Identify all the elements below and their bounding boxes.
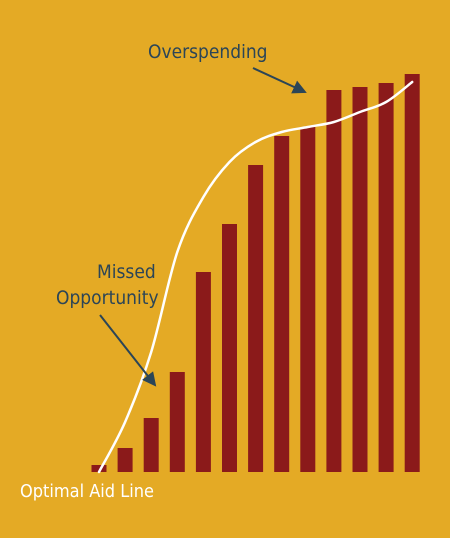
annotation-missed-line-2: Opportunity: [56, 287, 159, 309]
bar-0: [91, 465, 107, 472]
annotation-missed-opportunity: Missed Opportunity: [56, 261, 159, 387]
bar-6: [248, 165, 264, 472]
bar-8: [300, 127, 316, 472]
optimal-aid-line-label: Optimal Aid Line: [20, 481, 154, 502]
annotation-overspending-arrow: [252, 67, 307, 94]
annotation-missed-line-1: Missed: [97, 261, 156, 283]
bar-9: [326, 90, 342, 472]
bar-2: [143, 418, 159, 472]
annotation-overspending-text: Overspending: [148, 41, 268, 63]
optimal-aid-line: [97, 80, 414, 474]
annotation-missed-arrow: [99, 314, 157, 387]
bar-4: [195, 272, 211, 472]
bar-3: [169, 372, 185, 472]
bar-10: [352, 87, 368, 472]
annotation-overspending: Overspending: [148, 41, 307, 94]
bar-12: [404, 74, 420, 472]
bars-group: [91, 74, 420, 472]
bar-1: [117, 448, 133, 472]
bar-5: [222, 224, 237, 472]
bar-7: [274, 136, 290, 472]
bar-11: [378, 83, 394, 472]
